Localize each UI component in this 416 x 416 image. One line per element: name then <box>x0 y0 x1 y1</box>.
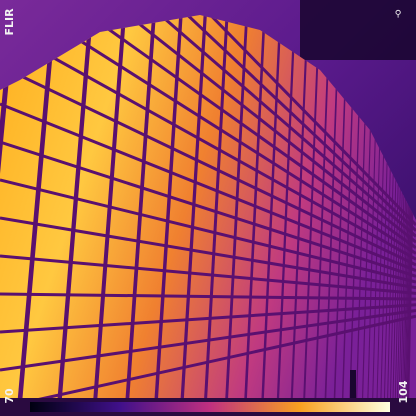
panel-line <box>225 15 249 400</box>
icon: ⚲ <box>395 10 402 20</box>
panel-line <box>276 15 297 400</box>
panel-line <box>0 15 416 232</box>
panel-line <box>0 26 416 261</box>
logo: FLIR <box>3 8 16 36</box>
panel-line <box>290 15 310 400</box>
panel-line <box>0 64 416 267</box>
panel-line <box>261 15 283 400</box>
panel-line <box>0 15 416 238</box>
panel-line <box>0 15 416 227</box>
panel-line <box>0 15 416 250</box>
panel-line <box>0 15 416 244</box>
scale-max: 104 <box>397 380 410 403</box>
panel-line <box>204 15 230 400</box>
panel-line <box>0 102 416 272</box>
sky <box>300 0 416 60</box>
panel-line <box>180 15 208 400</box>
panel-line <box>17 15 58 400</box>
panel-line <box>93 15 128 400</box>
panel-line <box>154 15 184 400</box>
post <box>350 370 356 400</box>
panel-line <box>57 15 95 400</box>
scale-min: 70 <box>3 388 16 404</box>
panel-line <box>0 303 416 334</box>
panel-line <box>125 15 157 400</box>
color-scale <box>30 402 390 412</box>
panel-line <box>244 15 267 400</box>
